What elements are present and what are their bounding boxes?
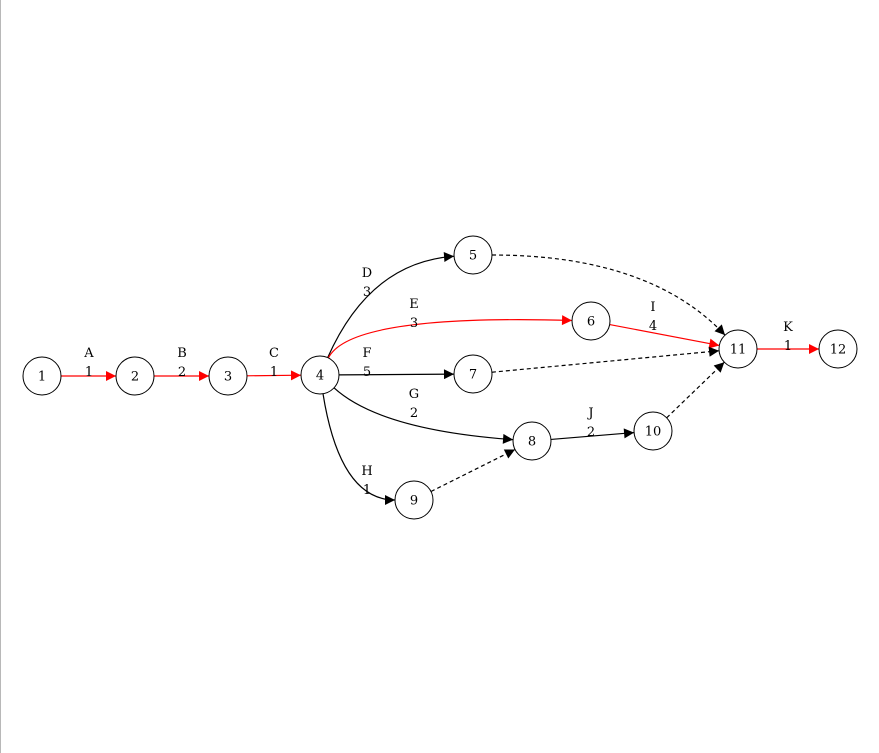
- dummy-arrow-10-11: [666, 361, 725, 419]
- activity-name-d: D: [362, 266, 372, 281]
- activity-name-a: A: [83, 346, 94, 361]
- node-12: 12: [818, 329, 858, 369]
- activity-arrow-f: [338, 369, 455, 380]
- node-label-10: 10: [645, 425, 662, 440]
- activity-duration-e: 3: [410, 316, 418, 331]
- node-label-2: 2: [131, 370, 139, 385]
- activity-arrow-d: [327, 251, 455, 358]
- node-circle-4: [300, 355, 340, 395]
- activity-name-h: H: [361, 464, 372, 479]
- activity-name-f: F: [362, 346, 371, 361]
- node-label-4: 4: [316, 369, 324, 384]
- node-2: 2: [115, 356, 155, 396]
- node-circle-11: [718, 329, 758, 369]
- activity-duration-a: 1: [85, 365, 93, 380]
- activity-arrow-h: [322, 393, 396, 505]
- node-label-5: 5: [469, 249, 477, 264]
- node-label-8: 8: [528, 435, 536, 450]
- dummy-arrow-7-11: [491, 346, 720, 373]
- edges-layer: [61, 251, 819, 505]
- node-circle-12: [818, 329, 858, 369]
- node-9: 9: [394, 480, 434, 520]
- node-circle-10: [633, 411, 673, 451]
- dummy-arrow-9-8: [430, 448, 516, 493]
- node-6: 6: [571, 301, 611, 341]
- node-label-9: 9: [410, 494, 418, 509]
- activity-duration-g: 2: [410, 406, 418, 421]
- node-circle-8: [512, 421, 552, 461]
- activity-duration-h: 1: [363, 483, 371, 498]
- activity-name-j: J: [586, 406, 593, 421]
- activity-duration-b: 2: [178, 365, 186, 380]
- node-10: 10: [633, 411, 673, 451]
- node-7: 7: [453, 354, 493, 394]
- node-circle-2: [115, 356, 155, 396]
- node-11: 11: [718, 329, 758, 369]
- node-label-6: 6: [587, 315, 595, 330]
- edge-labels-layer: A 1 B 2 C 1 D 3 E 3 F 5 G 2 H 1 I 4 J 2 K 1: [83, 266, 793, 498]
- node-label-3: 3: [224, 370, 232, 385]
- activity-duration-f: 5: [363, 365, 371, 380]
- node-circle-9: [394, 480, 434, 520]
- node-3: 3: [208, 356, 248, 396]
- node-8: 8: [512, 421, 552, 461]
- activity-name-i: I: [650, 300, 655, 315]
- activity-arrow-j: [550, 428, 635, 441]
- dummy-arrow-5-11: [491, 254, 726, 336]
- node-circle-7: [453, 354, 493, 394]
- activity-arrow-e: [327, 315, 573, 359]
- node-5: 5: [453, 235, 493, 275]
- activity-duration-k: 1: [784, 339, 792, 354]
- activity-arrow-i: [609, 323, 720, 349]
- node-label-11: 11: [730, 343, 747, 358]
- node-circle-1: [22, 356, 62, 396]
- node-1: 1: [22, 356, 62, 396]
- activity-name-g: G: [409, 387, 419, 402]
- node-label-7: 7: [469, 368, 477, 383]
- node-circle-5: [453, 235, 493, 275]
- activity-name-e: E: [409, 297, 419, 312]
- node-4: 4: [300, 355, 340, 395]
- node-circle-3: [208, 356, 248, 396]
- node-circle-6: [571, 301, 611, 341]
- node-label-1: 1: [38, 370, 46, 385]
- activity-duration-c: 1: [270, 365, 278, 380]
- activity-name-c: C: [269, 346, 279, 361]
- activity-arrow-g: [333, 387, 514, 444]
- activity-duration-d: 3: [363, 285, 371, 300]
- node-label-12: 12: [830, 343, 847, 358]
- activity-arrow-c: [246, 370, 302, 381]
- activity-duration-i: 4: [649, 319, 657, 334]
- activity-name-b: B: [177, 346, 187, 361]
- activity-name-k: K: [783, 320, 793, 335]
- activity-duration-j: 2: [587, 425, 595, 440]
